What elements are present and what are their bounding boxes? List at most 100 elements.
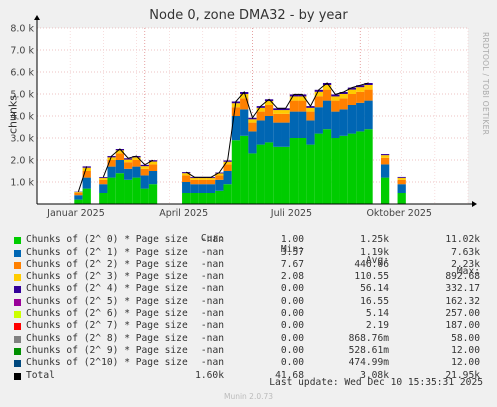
area-segment-0 [397, 193, 406, 204]
area-segment-0 [264, 142, 274, 204]
area-segment-4 [331, 94, 340, 97]
area-segment-2 [322, 89, 332, 101]
area-segment-0 [281, 146, 290, 204]
area-segment-4 [124, 158, 133, 160]
area-segment-1 [380, 164, 390, 178]
area-segment-3 [82, 167, 91, 171]
area-segment-0 [223, 184, 232, 204]
legend-swatch [14, 298, 21, 306]
area-segment-2 [273, 113, 282, 123]
legend-cur: -nan [200, 246, 224, 258]
legend-row: Chunks of (2^ 5) * Page size -nan 0.00 16.5… [14, 296, 494, 308]
y-tick-label: 8.0 k [10, 24, 34, 35]
area-segment-1 [339, 109, 348, 136]
area-segment-1 [331, 111, 340, 138]
legend-avg: 1.25k [360, 234, 389, 246]
area-segment-1 [273, 122, 282, 147]
area-segment-3 [306, 107, 315, 112]
legend-row: Chunks of (2^ 0) * Page size -nan 1.00 1.25… [14, 234, 494, 246]
area-segment-3 [298, 96, 307, 101]
area-segment-0 [124, 179, 133, 204]
area-segment-3 [74, 192, 83, 193]
area-segment-2 [231, 107, 241, 116]
legend-avg: 56.14 [360, 283, 389, 295]
legend-max: 162.32 [445, 295, 480, 307]
area-segment-0 [248, 153, 257, 204]
area-segment-4 [140, 164, 149, 167]
area-segment-3 [107, 157, 116, 160]
area-segment-0 [306, 144, 315, 204]
legend-row: Total 1.60k 41.68 3.08k 21.95k [14, 370, 494, 382]
legend-min: 0.00 [280, 332, 304, 344]
area-segment-1 [356, 102, 365, 132]
area-segment-2 [132, 160, 141, 167]
legend-swatch [14, 323, 21, 331]
legend-name: Chunks of (2^ 4) * Page size [26, 283, 188, 295]
area-segment-3 [240, 94, 249, 99]
area-segment-4 [397, 176, 406, 178]
area-segment-3 [281, 110, 290, 114]
y-axis-label: chunks [6, 94, 20, 135]
area-segment-0 [356, 131, 365, 204]
area-segment-3 [256, 107, 265, 112]
y-tick-labels: 1.0 k 2.0 k 3.0 k 4.0 k 5.0 k 6.0 k 7.0 k 8.0 k [10, 24, 34, 189]
last-update: Last update: Wed Dec 10 15:35:31 2025 [269, 377, 483, 388]
legend-cur: -nan [200, 258, 224, 270]
area-segment-2 [115, 153, 125, 160]
legend-max: 21.95k [445, 369, 480, 381]
area-segment-1 [148, 171, 158, 185]
area-segment-1 [107, 166, 116, 178]
legend-name: Chunks of (2^ 8) * Page size [26, 332, 188, 344]
area-segment-0 [148, 184, 158, 204]
area-segment-0 [298, 138, 307, 204]
area-segment-0 [182, 193, 191, 204]
area-segment-2 [356, 91, 365, 103]
area-segment-2 [314, 96, 323, 108]
area-segment-4 [298, 94, 307, 97]
legend-row: Chunks of (2^ 9) * Page size -nan 0.00 528.… [14, 345, 494, 357]
legend-cur: -nan [200, 283, 224, 295]
legend-swatch [14, 261, 21, 269]
area-segment-1 [322, 100, 332, 130]
area-segment-1 [198, 184, 207, 193]
area-segment-4 [289, 94, 299, 97]
legend-min: 2.08 [280, 271, 304, 283]
area-segment-3 [132, 157, 141, 160]
area-segment-2 [215, 175, 224, 180]
x-tick-label: Oktober 2025 [366, 208, 432, 219]
area-segment-0 [322, 129, 332, 204]
y-tick-label: 4.0 k [10, 112, 34, 123]
area-segment-0 [206, 193, 216, 204]
legend-name: Chunks of (2^ 9) * Page size [26, 344, 188, 356]
legend-row: Chunks of (2^ 3) * Page size -nan 2.08 110.… [14, 271, 494, 283]
area-segment-4 [339, 92, 348, 94]
legend-cur: -nan [200, 295, 224, 307]
legend-cur: 1.60k [195, 369, 224, 381]
legend-min: 3.57 [280, 246, 304, 258]
area-segment-2 [223, 164, 232, 171]
legend-row: Chunks of (2^ 4) * Page size -nan 0.00 56.1… [14, 283, 494, 295]
legend-avg: 868.76m [348, 332, 389, 344]
legend-swatch [14, 249, 21, 257]
area-segment-3 [339, 94, 348, 99]
area-segment-0 [364, 129, 373, 204]
chart-title: Node 0, zone DMA32 - by year [149, 8, 348, 23]
area-segment-3 [397, 177, 406, 180]
area-segment-1 [397, 184, 406, 193]
y-tick-label: 3.0 k [10, 134, 34, 145]
legend-swatch [14, 360, 21, 368]
legend-cur: -nan [200, 344, 224, 356]
area-segment-4 [206, 177, 216, 179]
area-segment-2 [347, 94, 357, 105]
legend-row: Chunks of (2^ 6) * Page size -nan 0.00 5.14… [14, 308, 494, 320]
area-segment-2 [148, 164, 158, 171]
legend-avg: 2.19 [365, 320, 389, 332]
area-segment-1 [306, 120, 315, 145]
area-segment-3 [148, 161, 158, 165]
y-tick-label: 2.0 k [10, 156, 34, 167]
legend-min: 0.00 [280, 283, 304, 295]
legend-swatch [14, 372, 21, 380]
area-segment-3 [223, 161, 232, 165]
area-segment-2 [339, 98, 348, 110]
legend-avg: 3.08k [360, 369, 389, 381]
